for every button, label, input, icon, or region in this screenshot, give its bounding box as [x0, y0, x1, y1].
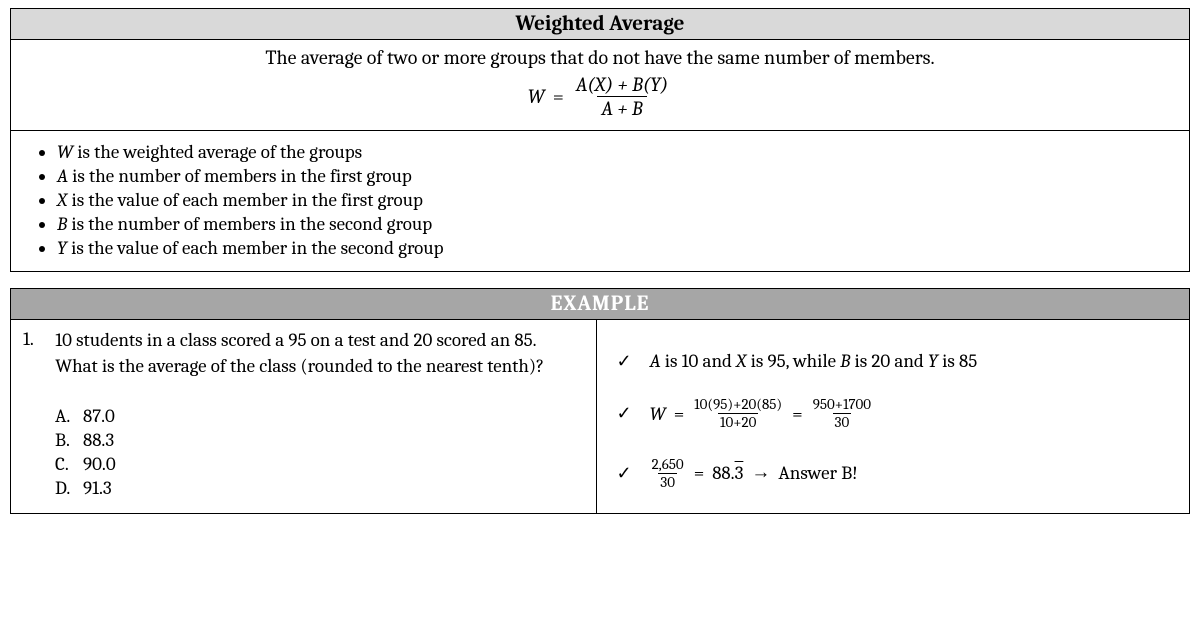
sol1-t4: is 85 [938, 350, 977, 372]
definitions-section: W is the weighted average of the groupsA… [11, 131, 1189, 271]
equals-sign: = [694, 462, 705, 484]
answer-choice: D.91.3 [55, 477, 584, 499]
concept-title: Weighted Average [11, 9, 1189, 40]
sol1-X: X [736, 350, 746, 372]
definition-text: is the value of each member in the secon… [67, 237, 444, 259]
sol3-rep: 3 [735, 462, 744, 484]
formula-numerator: A(X) + B(Y) [572, 73, 672, 96]
definition-var: B [57, 213, 67, 235]
sol2-num2: 950+1700 [811, 396, 873, 413]
definitions-list: W is the weighted average of the groupsA… [21, 141, 1179, 259]
definition-text: is the weighted average of the groups [73, 141, 362, 163]
equals-sign: = [792, 403, 803, 425]
choice-value: 88.3 [83, 429, 114, 451]
formula-fraction: A(X) + B(Y) A + B [572, 73, 672, 120]
sol2-frac1: 10(95)+20(85) 10+20 [692, 396, 784, 432]
solution-1-content: A is 10 and X is 95, while B is 20 and Y… [650, 350, 978, 372]
choice-letter: A. [55, 405, 83, 427]
definition-var: Y [57, 237, 67, 259]
sol1-A: A [650, 350, 661, 372]
sol3-frac: 2,650 30 [650, 456, 686, 492]
choice-value: 91.3 [83, 477, 112, 499]
definition-item: B is the number of members in the second… [57, 213, 1179, 235]
sol1-Y: Y [928, 350, 938, 372]
sol2-num1: 10(95)+20(85) [692, 396, 784, 413]
definition-item: X is the value of each member in the fir… [57, 189, 1179, 211]
sol3-int: 88. [712, 462, 734, 484]
sol3-answer: Answer B! [778, 462, 857, 484]
sol2-den1: 10+20 [718, 413, 758, 431]
answer-choice: B.88.3 [55, 429, 584, 451]
sol3-num: 2,650 [650, 456, 686, 473]
solution-line-1: ✓ A is 10 and X is 95, while B is 20 and… [617, 350, 1174, 372]
sol2-frac2: 950+1700 30 [811, 396, 873, 432]
solution-line-3: ✓ 2,650 30 = 88.3 → Answer B! [617, 456, 1174, 492]
definition-var: X [57, 189, 67, 211]
answer-choice: C.90.0 [55, 453, 584, 475]
definition-var: W [57, 141, 73, 163]
description-row: The average of two or more groups that d… [11, 40, 1189, 131]
example-title: EXAMPLE [11, 289, 1189, 320]
sol2-W: W [650, 403, 666, 425]
sol3-result: 88.3 [712, 462, 743, 484]
definition-item: A is the number of members in the first … [57, 165, 1179, 187]
definition-item: Y is the value of each member in the sec… [57, 237, 1179, 259]
answer-choice: A.87.0 [55, 405, 584, 427]
concept-box: Weighted Average The average of two or m… [10, 8, 1190, 272]
solution-line-2: ✓ W = 10(95)+20(85) 10+20 = 950+1700 30 [617, 396, 1174, 432]
formula-denominator: A + B [597, 96, 646, 120]
example-question-col: 1. 10 students in a class scored a 95 on… [11, 320, 597, 513]
choice-value: 90.0 [83, 453, 116, 475]
sol2-den2: 30 [833, 413, 852, 431]
question-number: 1. [23, 328, 51, 350]
sol1-B: B [840, 350, 850, 372]
example-body: 1. 10 students in a class scored a 95 on… [11, 320, 1189, 513]
question-text: 10 students in a class scored a 95 on a … [55, 328, 582, 379]
definition-text: is the value of each member in the first… [67, 189, 423, 211]
main-formula: W = A(X) + B(Y) A + B [21, 73, 1179, 120]
answer-choices: A.87.0B.88.3C.90.0D.91.3 [23, 405, 584, 499]
definition-text: is the number of members in the second g… [67, 213, 432, 235]
check-icon: ✓ [617, 351, 632, 372]
formula-lhs: W [528, 85, 545, 108]
check-icon: ✓ [617, 403, 632, 424]
description-text: The average of two or more groups that d… [21, 46, 1179, 69]
definition-text: is the number of members in the first gr… [68, 165, 412, 187]
solution-2-content: W = 10(95)+20(85) 10+20 = 950+1700 30 [650, 396, 873, 432]
question-block: 1. 10 students in a class scored a 95 on… [23, 328, 584, 379]
sol3-den: 30 [658, 473, 677, 491]
sol1-t2: is 95, while [746, 350, 840, 372]
equals-sign: = [553, 85, 564, 108]
check-icon: ✓ [617, 463, 632, 484]
solution-3-content: 2,650 30 = 88.3 → Answer B! [650, 456, 858, 492]
definition-item: W is the weighted average of the groups [57, 141, 1179, 163]
choice-letter: C. [55, 453, 83, 475]
example-solution-col: ✓ A is 10 and X is 95, while B is 20 and… [597, 320, 1190, 513]
sol1-t1: is 10 and [661, 350, 737, 372]
arrow-icon: → [751, 462, 770, 484]
choice-letter: D. [55, 477, 83, 499]
equals-sign: = [674, 403, 685, 425]
definition-var: A [57, 165, 68, 187]
choice-value: 87.0 [83, 405, 115, 427]
choice-letter: B. [55, 429, 83, 451]
sol1-t3: is 20 and [850, 350, 928, 372]
example-box: EXAMPLE 1. 10 students in a class scored… [10, 288, 1190, 514]
